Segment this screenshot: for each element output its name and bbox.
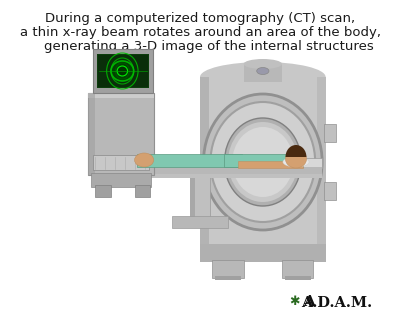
Bar xyxy=(282,260,314,278)
Ellipse shape xyxy=(134,153,154,167)
Text: generating a 3-D image of the internal structures: generating a 3-D image of the internal s… xyxy=(27,40,373,53)
Bar xyxy=(91,173,151,187)
Ellipse shape xyxy=(244,59,282,69)
Bar xyxy=(88,93,95,175)
Bar xyxy=(95,185,111,197)
Bar xyxy=(88,93,154,98)
Text: During a computerized tomography (CT) scan,: During a computerized tomography (CT) sc… xyxy=(45,12,355,25)
Ellipse shape xyxy=(257,68,269,75)
Bar xyxy=(285,276,311,280)
Bar xyxy=(88,93,154,175)
Circle shape xyxy=(232,127,293,197)
Bar xyxy=(238,161,303,168)
Bar xyxy=(224,154,303,167)
Circle shape xyxy=(204,94,322,230)
Bar xyxy=(108,167,322,176)
Bar xyxy=(215,276,241,280)
Bar xyxy=(93,155,149,170)
Text: A.D.A.M.: A.D.A.M. xyxy=(301,296,372,310)
Bar xyxy=(200,77,326,247)
Bar xyxy=(190,170,195,218)
Bar xyxy=(97,54,148,88)
Bar xyxy=(324,182,336,200)
Bar xyxy=(98,55,148,87)
Text: ✱: ✱ xyxy=(289,295,300,308)
Ellipse shape xyxy=(117,66,128,76)
Ellipse shape xyxy=(286,150,306,168)
Ellipse shape xyxy=(111,61,134,81)
Ellipse shape xyxy=(200,62,326,92)
Ellipse shape xyxy=(283,157,309,167)
Bar xyxy=(108,174,322,178)
Bar xyxy=(244,64,282,82)
Circle shape xyxy=(224,118,301,206)
Bar xyxy=(200,244,326,262)
Circle shape xyxy=(228,122,298,202)
Bar xyxy=(317,77,326,247)
Bar xyxy=(93,49,153,93)
Bar xyxy=(137,154,242,167)
Bar xyxy=(172,216,228,228)
Bar xyxy=(200,77,209,247)
Ellipse shape xyxy=(200,232,326,262)
Bar xyxy=(134,185,150,197)
Bar xyxy=(190,170,210,218)
Wedge shape xyxy=(286,145,306,157)
Text: A: A xyxy=(303,295,315,309)
Bar xyxy=(108,158,322,168)
Circle shape xyxy=(210,102,315,222)
Text: a thin x-ray beam rotates around an area of the body,: a thin x-ray beam rotates around an area… xyxy=(20,26,380,39)
Bar xyxy=(324,124,336,142)
Bar xyxy=(212,260,244,278)
